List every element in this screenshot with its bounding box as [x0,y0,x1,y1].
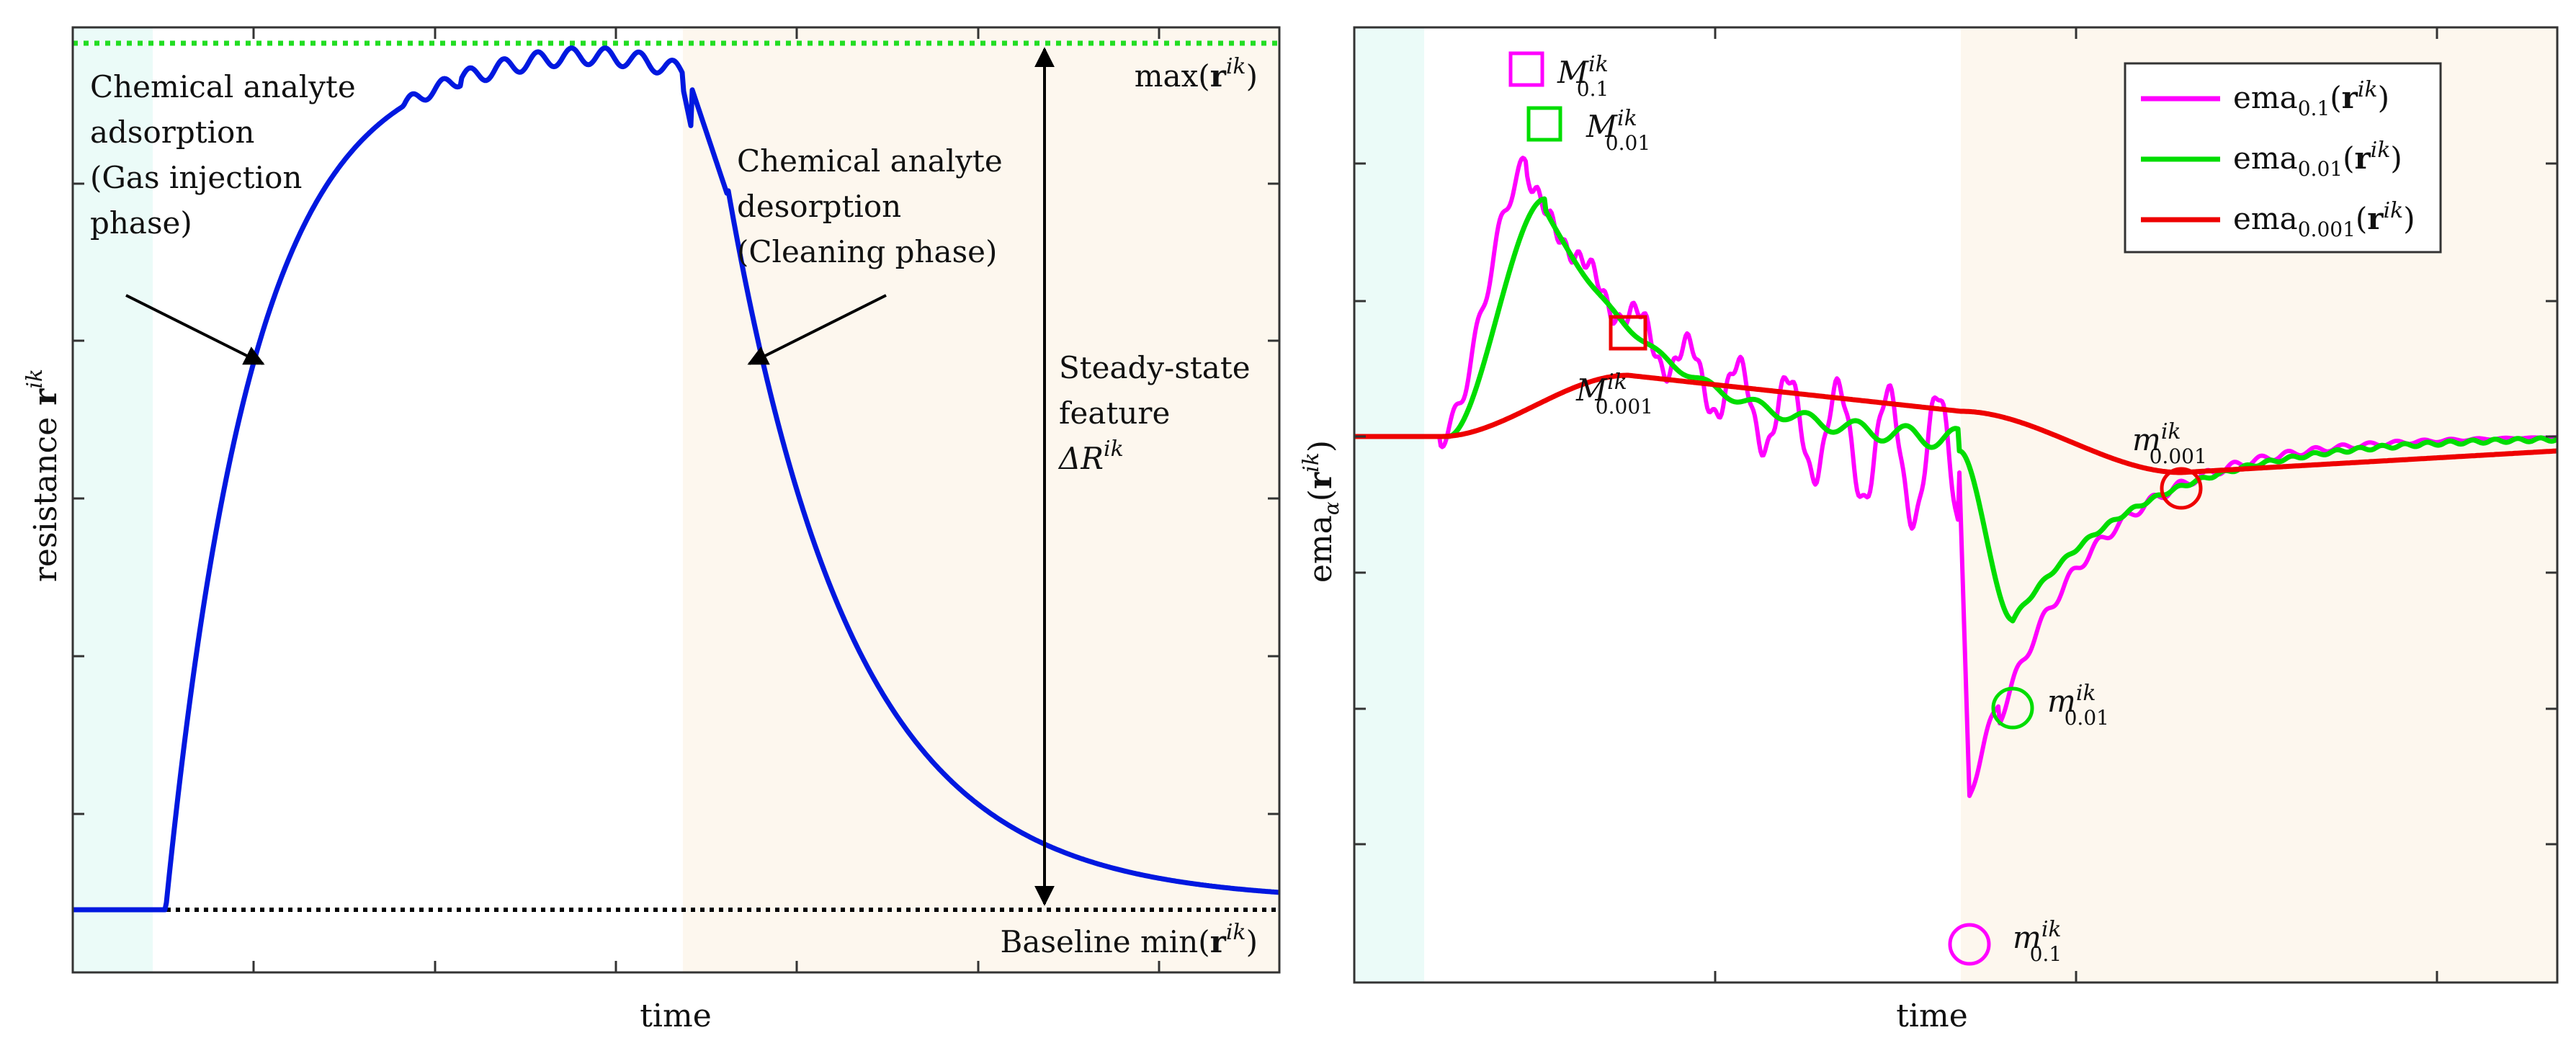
label-M-0.1: Mik 0.1 [1557,52,1609,101]
adsorption-arrow [125,294,265,365]
delta-label: ΔRik [1057,437,1124,476]
right-baseline-shade [1354,27,1424,982]
label-m-0.001: mik 0.001 [2132,419,2207,468]
label-M-0.001: Mik 0.001 [1575,370,1653,418]
right-axes-frame [1353,26,2559,984]
desorption-line-2: desorption [737,189,901,224]
right-ticks [1354,27,2557,982]
right-panel: Mik 0.1 Mik 0.01 Mik 0.001 mik 0.1 mik 0.01 m… [1299,26,2559,1034]
steady-state-line-1: Steady-state [1059,350,1251,385]
right-ylabel: emaα(rik) [1299,440,1343,583]
adsorption-line-2: adsorption [90,115,254,150]
label-m-0.01: mik 0.01 [2047,681,2109,730]
legend: ema0.1(rik) ema0.01(rik) ema0.001(rik) [2124,62,2442,254]
min-marker-0.001 [2160,467,2203,510]
max-marker-0.1 [1508,51,1544,87]
min-marker-0.01 [1991,686,2034,730]
left-panel: Chemical analyte adsorption (Gas injecti… [22,26,1281,1034]
min-label: Baseline min(rik) [1001,920,1258,959]
left-resistance-line [71,45,1280,913]
max-label: max(rik) [1135,54,1258,94]
label-M-0.01: Mik 0.01 [1586,106,1650,155]
ema-0.01-line [1353,196,2559,624]
desorption-line-3: (Cleaning phase) [737,234,997,269]
left-xlabel: time [640,998,712,1034]
legend-label-0.001: ema0.001(rik) [2233,198,2415,241]
left-ticks [73,27,1279,972]
desorption-line-1: Chemical analyte [737,143,1003,179]
min-marker-0.1 [1948,923,1991,966]
right-xlabel: time [1896,998,1968,1034]
desorption-arrow [747,294,887,365]
left-ylabel: resistancerik [22,369,64,582]
max-marker-0.001 [1609,315,1647,351]
legend-label-0.1: ema0.1(rik) [2233,77,2389,120]
ema-0.001-line [1353,372,2559,475]
legend-label-0.01: ema0.01(rik) [2233,138,2402,181]
label-m-0.1: mik 0.1 [2013,917,2062,966]
adsorption-line-4: phase) [90,205,192,241]
max-marker-0.01 [1526,106,1562,142]
adsorption-line-1: Chemical analyte [90,69,356,104]
left-axes-frame [71,26,1281,974]
left-baseline-shade [73,27,153,972]
adsorption-line-3: (Gas injection [90,160,302,195]
steady-state-line-2: feature [1059,395,1170,431]
left-cleaning-shade [683,27,1279,972]
